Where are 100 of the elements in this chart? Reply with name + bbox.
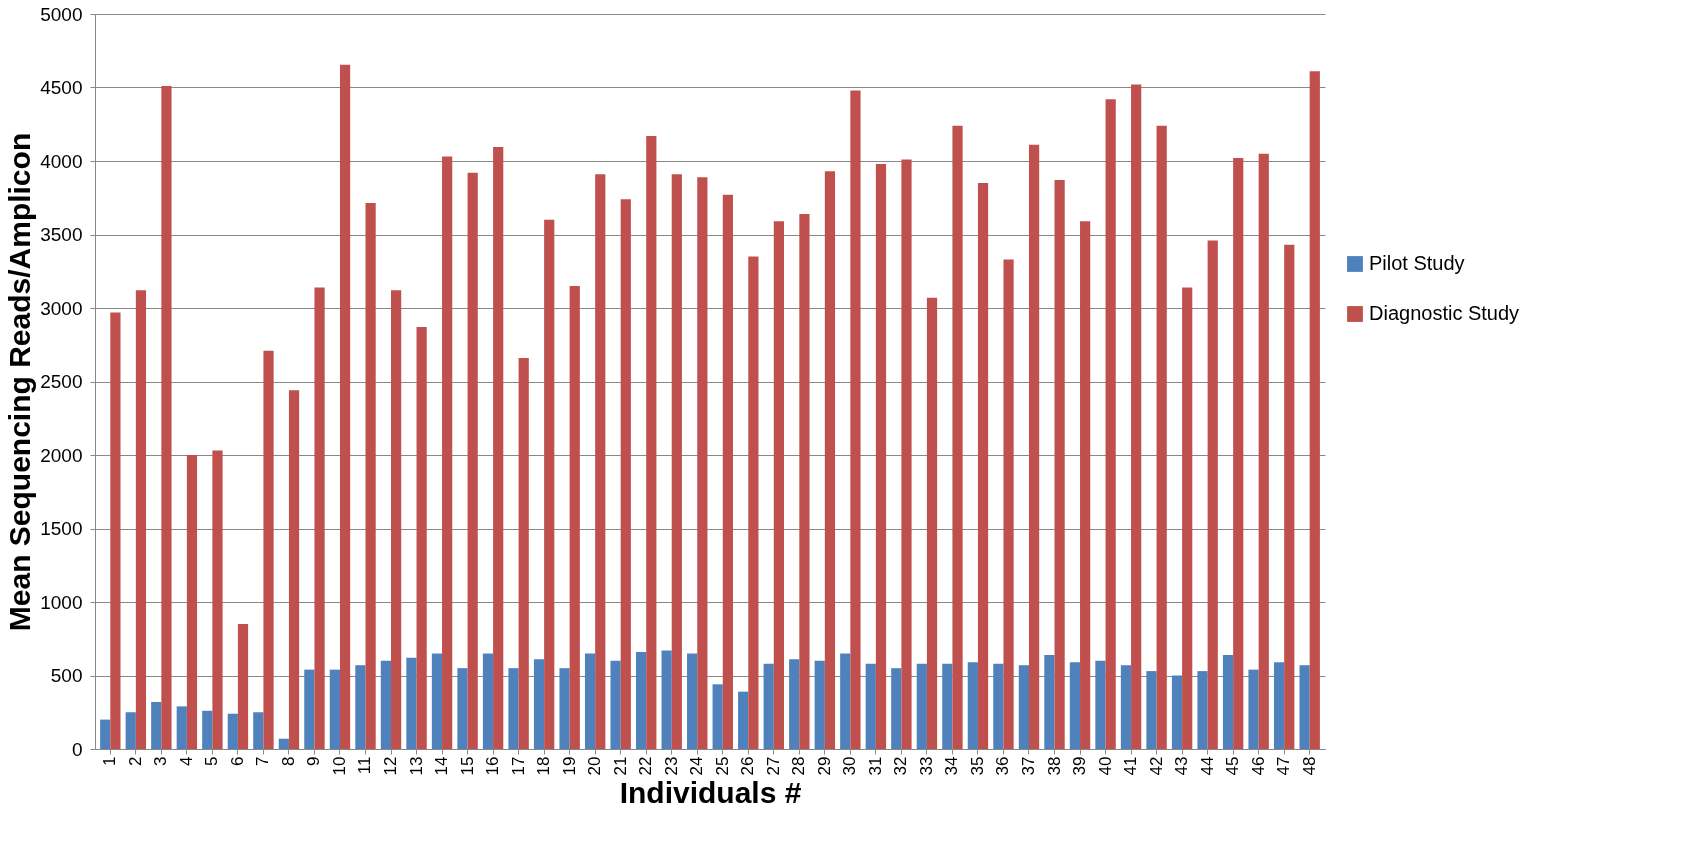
x-tick-label: 5 [202, 756, 222, 766]
x-tick-label: 28 [789, 756, 809, 776]
bar [1105, 99, 1116, 749]
bar [135, 290, 147, 749]
bar [1284, 244, 1295, 749]
x-tick-label: 7 [253, 756, 273, 766]
bar [1080, 221, 1091, 749]
x-tick-label: 27 [763, 756, 783, 776]
x-tick-label: 42 [1146, 756, 1166, 776]
x-tick-label: 25 [712, 756, 732, 776]
x-tick-label: 21 [610, 756, 630, 776]
x-tick-label: 40 [1095, 756, 1115, 776]
bar [125, 712, 136, 749]
legend-label: Diagnostic Study [1369, 302, 1520, 324]
bar [977, 183, 989, 749]
y-tick-label: 0 [71, 738, 83, 760]
bar [1120, 665, 1132, 749]
bar [1182, 287, 1193, 749]
x-tick-label: 15 [457, 756, 477, 776]
bar [671, 174, 682, 749]
bar [161, 86, 172, 749]
bar [697, 177, 708, 749]
x-tick-label: 12 [381, 756, 401, 776]
bar [595, 174, 606, 749]
bar [661, 650, 672, 749]
y-tick-label: 4500 [40, 77, 83, 98]
x-tick-label: 33 [916, 756, 936, 776]
y-tick-label: 4000 [40, 150, 83, 172]
bar [1309, 71, 1320, 749]
bar [901, 159, 912, 749]
bar [467, 172, 478, 749]
bar [865, 663, 876, 749]
x-tick-label: 10 [329, 756, 349, 776]
bar [202, 710, 213, 749]
bar [1248, 669, 1259, 749]
bar [722, 194, 733, 749]
y-tick-label: 5000 [40, 3, 83, 25]
bar [227, 713, 238, 749]
bar [1171, 675, 1183, 749]
bar [814, 660, 825, 749]
x-tick-label: 17 [508, 756, 528, 776]
bar [304, 669, 315, 749]
bar [406, 657, 417, 749]
bar [1207, 240, 1218, 749]
bar [100, 719, 111, 749]
x-tick-label: 4 [176, 756, 196, 766]
x-tick-label: 14 [432, 756, 452, 776]
bar [1003, 259, 1014, 749]
bar [339, 64, 351, 749]
x-tick-label: 30 [840, 756, 860, 776]
x-tick-label: 41 [1121, 756, 1141, 776]
y-tick-label: 1000 [40, 591, 83, 613]
bar [763, 663, 774, 749]
x-tick-label: 36 [993, 756, 1013, 776]
bar [533, 659, 545, 749]
bar [176, 706, 187, 749]
bar [416, 327, 427, 749]
bar [151, 701, 162, 749]
bar [544, 219, 555, 749]
bar [636, 651, 647, 749]
bar [1258, 153, 1269, 749]
x-tick-label: 38 [1044, 756, 1064, 776]
x-tick-label: 48 [1299, 756, 1319, 776]
bar [1044, 654, 1055, 749]
x-tick-label: 11 [355, 756, 375, 775]
bar [789, 659, 800, 749]
x-tick-label: 18 [534, 756, 554, 776]
x-tick-label: 1 [100, 756, 120, 766]
bar [365, 202, 376, 749]
bar [442, 156, 453, 749]
bar [482, 653, 494, 749]
bar [559, 668, 570, 749]
x-tick-label: 8 [278, 756, 298, 766]
bar [1028, 144, 1040, 749]
bar [569, 285, 580, 749]
x-tick-label: 13 [406, 756, 426, 776]
bar [891, 668, 902, 749]
bar [875, 163, 887, 749]
bar [610, 660, 621, 749]
x-tick-label: 37 [1018, 756, 1038, 776]
bar [620, 199, 631, 749]
x-tick-label: 29 [814, 756, 834, 776]
bar [1146, 671, 1157, 749]
x-axis-title: Individuals # [619, 776, 802, 810]
bar [263, 350, 274, 749]
y-tick-label: 500 [50, 665, 83, 686]
bar [1222, 654, 1234, 749]
bar [646, 136, 657, 749]
x-tick-label: 47 [1274, 756, 1294, 776]
x-tick-label: 43 [1172, 756, 1192, 776]
bar [840, 653, 851, 749]
bar [773, 221, 784, 749]
x-tick-label: 31 [865, 756, 885, 776]
bar [712, 684, 723, 749]
bar [329, 669, 340, 749]
y-tick-label: 2500 [40, 371, 83, 392]
x-tick-label: 24 [687, 756, 707, 776]
bar [926, 297, 938, 749]
bar [799, 213, 810, 749]
x-tick-label: 26 [738, 756, 758, 776]
